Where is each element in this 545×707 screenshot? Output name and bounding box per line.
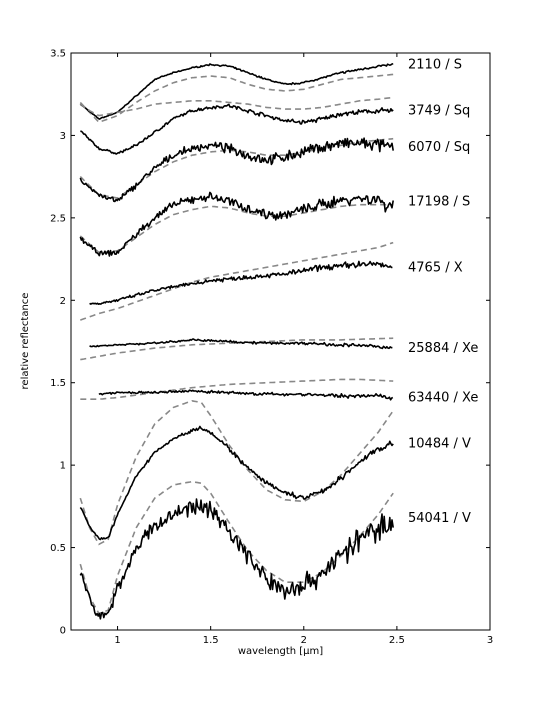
x-tick-label: 3 [487,635,493,646]
spectrum-line-3749-sq [80,103,394,155]
model-line-25884-xe [80,337,394,361]
x-axis-label: wavelength [μm] [238,646,323,657]
spectrum-line-4765-x [89,260,393,305]
y-tick-label: 0 [60,626,66,637]
y-tick-label: 2.5 [50,213,66,224]
spectrum-line-25884-xe [89,338,393,350]
y-tick-label: 3 [60,131,66,142]
spectrum-line-54041-v [79,498,394,620]
spectrum-line-2110-s [79,63,394,120]
spectrum-line-10484-v [79,425,394,541]
model-line-4765-x [80,241,394,321]
series-label-layer: 2110 / S 3749 / Sq 6070 / Sq 17198 / S 4765 … [408,58,478,526]
spectrum-line-17198-s [79,191,394,257]
model-line-2110-s [79,73,394,124]
x-tick-label: 1.5 [203,635,219,646]
series-layer [79,63,394,620]
model-line-3749-sq [79,96,394,117]
tick-layer: 1 1.5 2 2.5 3 0 0.5 1 1.5 2 2.5 3 3.5 [50,49,493,647]
series-label-3749-sq: 3749 / Sq [408,104,470,119]
series-label-4765-x: 4765 / X [408,260,463,275]
spectrum-line-63440-xe [98,389,394,401]
series-label-2110-s: 2110 / S [408,58,462,73]
series-label-25884-xe: 25884 / Xe [408,341,478,356]
series-label-63440-xe: 63440 / Xe [408,391,478,406]
y-tick-label: 0.5 [50,543,66,554]
y-axis-label: relative reflectance [20,293,31,390]
spectrum-line-6070-sq [79,137,394,203]
series-label-6070-sq: 6070 / Sq [408,140,470,155]
y-tick-label: 1 [60,461,66,472]
y-tick-label: 3.5 [50,49,66,60]
model-line-54041-v [79,480,394,615]
x-tick-label: 2 [301,635,307,646]
x-tick-label: 1 [114,635,120,646]
series-label-10484-v: 10484 / V [408,437,471,452]
series-label-54041-v: 54041 / V [408,511,471,526]
series-label-17198-s: 17198 / S [408,194,470,209]
y-tick-label: 1.5 [50,378,66,389]
x-tick-label: 2.5 [389,635,405,646]
y-tick-label: 2 [60,296,66,307]
model-line-63440-xe [80,378,394,400]
plot-frame [70,52,491,631]
model-line-6070-sq [79,137,394,199]
model-line-17198-s [79,203,394,254]
